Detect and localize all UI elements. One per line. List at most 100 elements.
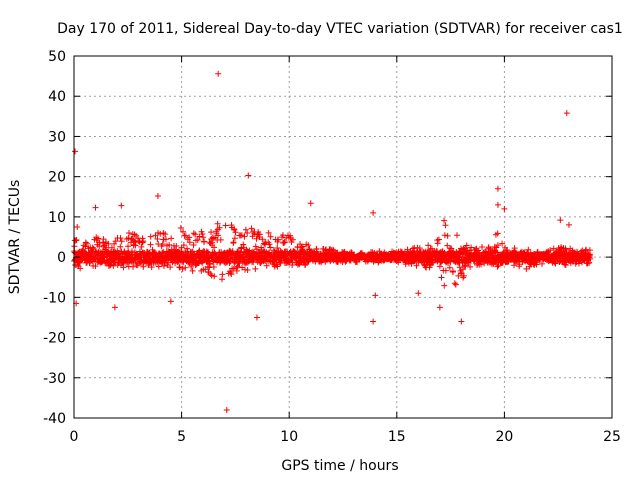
data-point [103,244,110,251]
data-point [246,247,253,254]
data-point [105,240,112,247]
data-point [219,271,226,278]
data-point [280,239,287,246]
data-point [252,265,259,272]
data-point [327,246,334,253]
data-point [167,264,174,271]
data-point [501,205,508,212]
data-point [72,148,79,155]
x-tick-label: 25 [603,429,621,445]
data-point [578,259,585,266]
data-point [125,249,132,256]
data-point [212,250,219,257]
data-point [265,229,272,236]
data-point [92,263,99,270]
data-point [425,242,432,249]
data-point [200,234,207,241]
data-point [162,231,169,238]
data-point [435,236,442,243]
data-point [112,238,119,245]
data-point [241,233,248,240]
data-point [210,263,217,270]
data-point [330,246,337,253]
y-tick-label: 0 [57,250,66,266]
data-point [511,245,518,252]
data-point [583,246,590,253]
x-axis-ticks: 0 5 10 15 20 25 [70,56,621,445]
data-point [459,266,466,273]
data-point [452,281,459,288]
data-point [458,318,465,325]
data-point [168,235,175,242]
data-point [245,172,252,179]
data-point [96,239,103,246]
data-point [82,239,89,246]
data-point [494,185,501,192]
chart-title: Day 170 of 2011, Sidereal Day-to-day VTE… [57,21,623,37]
data-point [256,231,263,238]
x-tick-label: 10 [280,429,298,445]
data-point [267,233,274,240]
data-point [451,280,458,287]
data-point [281,238,288,245]
data-point [494,263,501,270]
data-point [217,236,224,243]
data-point [180,242,187,249]
data-point [244,267,251,274]
data-point [582,247,589,254]
data-point [450,268,457,275]
data-point [89,244,96,251]
data-point [441,232,448,239]
data-point [468,244,475,251]
data-point [460,272,467,279]
data-point [154,192,161,199]
data-point [230,239,237,246]
data-point [131,249,138,256]
data-point [118,202,125,209]
data-point [467,263,474,270]
data-point [253,246,260,253]
data-point [222,222,229,229]
data-point [494,230,501,237]
data-point [415,290,422,297]
y-tick-label: 50 [48,49,66,65]
y-axis-label: SDTVAR / TECUs [7,180,23,295]
data-point [342,258,349,265]
data-point [194,236,201,243]
data-point [195,248,202,255]
data-point [201,238,208,245]
data-point [370,209,377,216]
data-point [539,260,546,267]
data-point [152,232,159,239]
data-point [442,267,449,274]
data-point [77,265,84,272]
data-point [100,236,107,243]
data-point [259,236,266,243]
data-point [147,241,154,248]
data-point [370,318,377,325]
data-point [189,267,196,274]
data-point [372,292,379,299]
data-point [252,243,259,250]
data-point [204,250,211,257]
data-point [192,231,199,238]
data-point [587,255,594,262]
data-point [547,247,554,254]
data-point [118,238,125,245]
data-point [274,263,281,270]
y-tick-label: -40 [43,411,66,427]
data-point [299,243,306,250]
y-tick-label: 10 [48,210,66,226]
y-tick-label: 20 [48,170,66,186]
data-point [305,242,312,249]
data-point [441,217,448,224]
data-point [95,235,102,242]
data-point [190,241,197,248]
x-axis-label: GPS time / hours [281,458,398,474]
data-point [140,238,147,245]
data-point [173,242,180,249]
data-point [227,269,234,276]
data-point [444,232,451,239]
data-point [211,244,218,251]
data-point [586,259,593,266]
